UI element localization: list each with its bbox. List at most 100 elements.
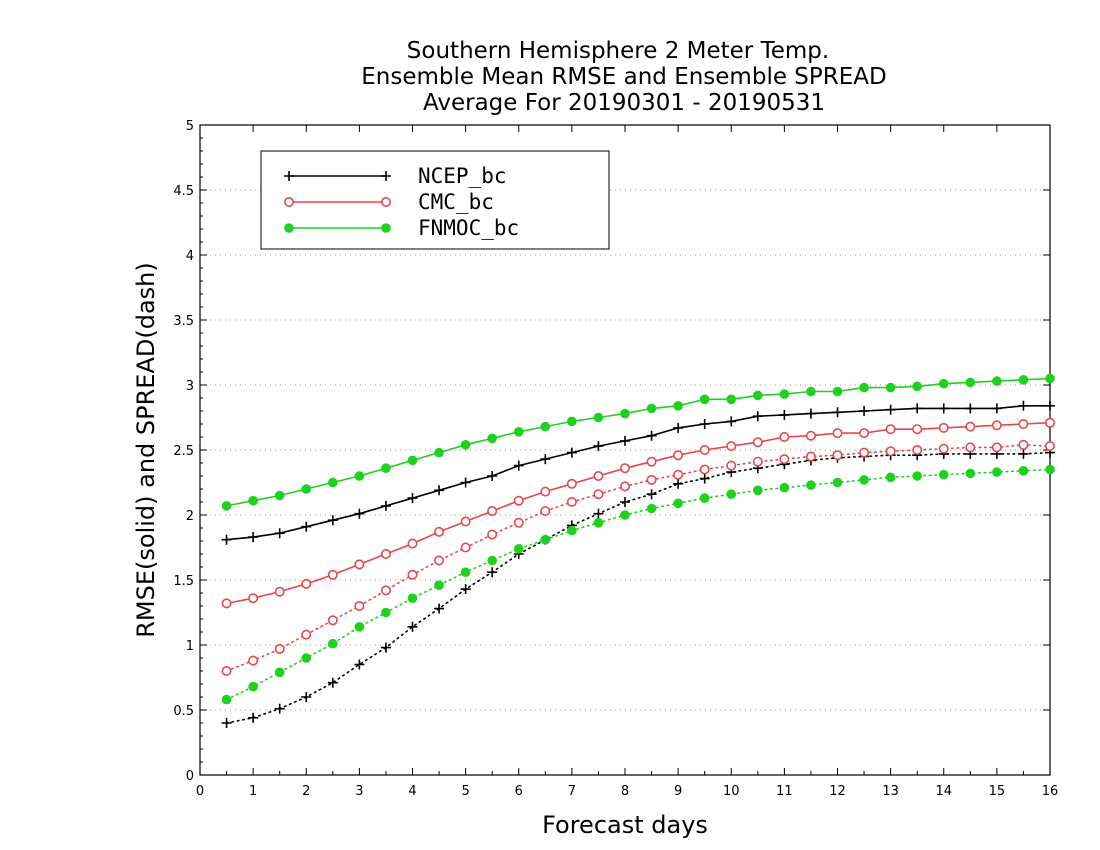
series-ncep-bc-rmse-point bbox=[699, 419, 710, 429]
series-cmc-bc-spread-point bbox=[593, 489, 604, 500]
series-ncep-bc-rmse-point bbox=[221, 534, 232, 545]
series-cmc-bc-rmse-point bbox=[434, 526, 445, 537]
series-fnmoc-bc-spread-point bbox=[301, 653, 312, 663]
series-fnmoc-bc-spread-point bbox=[540, 534, 551, 545]
series-fnmoc-bc-spread-point bbox=[248, 681, 258, 692]
series-fnmoc-bc-spread-point bbox=[885, 472, 896, 483]
x-tick-label-16: 16 bbox=[1042, 784, 1059, 799]
series-fnmoc-bc-spread-line bbox=[225, 468, 1051, 701]
series-fnmoc-bc-spread-point bbox=[806, 480, 816, 490]
series-fnmoc-bc-spread-point bbox=[620, 510, 630, 520]
y-tick-label-7: 3.5 bbox=[173, 314, 194, 329]
series-fnmoc-bc-spread-point bbox=[779, 482, 790, 493]
series-cmc-bc-rmse-point bbox=[1018, 418, 1029, 429]
series-cmc-bc bbox=[221, 417, 1056, 676]
series-cmc-bc-rmse-point bbox=[566, 478, 577, 489]
series-fnmoc-bc-spread-point bbox=[1045, 464, 1055, 475]
series-ncep-bc-rmse-point bbox=[460, 477, 471, 488]
series-fnmoc-bc-spread-point bbox=[912, 471, 922, 481]
series-fnmoc-bc-spread-point bbox=[487, 555, 497, 566]
series-fnmoc-bc-spread-point bbox=[328, 638, 338, 649]
series-cmc-bc-rmse-point bbox=[540, 486, 551, 497]
x-tick-label-8: 8 bbox=[621, 784, 629, 799]
legend-label-ncep-bc: NCEP_bc bbox=[418, 164, 507, 188]
series-cmc-bc-spread-point bbox=[487, 529, 498, 540]
series-ncep-bc-spread-point bbox=[301, 692, 312, 702]
series-fnmoc-bc-spread-point bbox=[221, 694, 232, 705]
series-fnmoc-bc-rmse-point bbox=[806, 386, 816, 397]
series-cmc-bc-spread-point bbox=[646, 474, 657, 485]
series-fnmoc-bc-rmse-point bbox=[620, 408, 630, 419]
series-cmc-bc-spread-point bbox=[832, 450, 843, 461]
y-tick-label-5: 2.5 bbox=[173, 444, 194, 459]
series-ncep-bc-spread-point bbox=[221, 718, 232, 728]
series-cmc-bc-rmse-point bbox=[1045, 417, 1056, 428]
series-cmc-bc-spread-point bbox=[805, 451, 816, 462]
series-ncep-bc-spread-point bbox=[354, 659, 365, 670]
series-fnmoc-bc-rmse-point bbox=[434, 447, 444, 458]
series-ncep-bc-spread-point bbox=[407, 621, 418, 632]
series-fnmoc-bc-rmse-point bbox=[779, 389, 790, 399]
series-ncep-bc-rmse-point bbox=[487, 471, 498, 481]
series-fnmoc-bc-spread-point bbox=[1018, 466, 1029, 476]
series-fnmoc-bc-spread-point bbox=[434, 580, 444, 590]
series-cmc-bc-spread-point bbox=[859, 447, 870, 458]
series-cmc-bc-rmse-point bbox=[832, 428, 843, 439]
series-cmc-bc-rmse-point bbox=[752, 437, 763, 448]
series-ncep-bc-spread-point bbox=[380, 642, 391, 653]
series-fnmoc-bc-spread-point bbox=[992, 467, 1002, 477]
series-fnmoc-bc-spread-point bbox=[593, 518, 604, 528]
series-cmc-bc-rmse-point bbox=[885, 424, 896, 435]
series-ncep-bc-spread-point bbox=[248, 712, 259, 723]
series-cmc-bc-rmse-point bbox=[619, 463, 630, 474]
legend-marker-fnmoc-bc-end bbox=[381, 223, 391, 233]
series-fnmoc-bc-rmse-point bbox=[513, 427, 524, 437]
series-cmc-bc-spread-point bbox=[726, 460, 737, 471]
series-cmc-bc-rmse-point bbox=[779, 431, 790, 442]
series-fnmoc-bc-spread-point bbox=[673, 498, 683, 509]
series-ncep-bc-rmse-point bbox=[1018, 400, 1029, 411]
series-cmc-bc-rmse-point bbox=[912, 424, 923, 435]
series-ncep-bc-rmse-point bbox=[938, 403, 949, 414]
series-cmc-bc-rmse-point bbox=[407, 538, 418, 549]
series-cmc-bc-rmse-point bbox=[460, 516, 471, 527]
series-fnmoc-bc-spread-point bbox=[567, 525, 577, 536]
y-tick-label-0: 0 bbox=[186, 769, 194, 784]
series-cmc-bc-rmse-point bbox=[248, 593, 259, 604]
series-ncep-bc-rmse-point bbox=[513, 460, 524, 471]
series-cmc-bc-rmse-point bbox=[593, 470, 604, 481]
x-tick-label-5: 5 bbox=[461, 784, 469, 799]
series-cmc-bc-rmse-point bbox=[805, 430, 816, 441]
series-fnmoc-bc-rmse-line bbox=[226, 377, 1051, 507]
series-ncep-bc-rmse-point bbox=[726, 416, 737, 427]
series-fnmoc-bc-rmse-point bbox=[753, 390, 763, 401]
series-fnmoc-bc-rmse-point bbox=[646, 403, 657, 414]
series-fnmoc-bc-spread-point bbox=[513, 544, 524, 554]
series-cmc-bc-spread-point bbox=[779, 454, 790, 465]
series-cmc-bc-rmse-point bbox=[673, 450, 684, 461]
series-fnmoc-bc-spread-point bbox=[460, 567, 471, 577]
series-cmc-bc-rmse-point bbox=[301, 578, 312, 589]
x-tick-label-13: 13 bbox=[882, 784, 899, 799]
series-fnmoc-bc-rmse-point bbox=[354, 471, 365, 481]
series-fnmoc-bc-rmse-point bbox=[859, 382, 869, 393]
y-tick-label-1: 0.5 bbox=[173, 704, 194, 719]
series-ncep-bc-rmse-point bbox=[673, 422, 684, 433]
series-fnmoc-bc-spread-point bbox=[699, 493, 710, 503]
series-ncep-bc-rmse-point bbox=[991, 403, 1002, 414]
series-ncep-bc-rmse-point bbox=[752, 411, 763, 422]
series-fnmoc-bc-rmse-point bbox=[1045, 373, 1055, 384]
x-tick-label-6: 6 bbox=[515, 784, 523, 799]
series-fnmoc-bc bbox=[221, 373, 1055, 705]
series-fnmoc-bc-rmse-point bbox=[699, 394, 710, 405]
x-tick-label-1: 1 bbox=[249, 784, 257, 799]
series-ncep-bc-rmse-point bbox=[832, 407, 843, 418]
series-cmc-bc-spread-point bbox=[380, 585, 391, 596]
legend-marker-cmc-bc-end bbox=[380, 197, 391, 208]
series-ncep-bc-rmse-point bbox=[779, 409, 790, 420]
series-ncep-bc-rmse-point bbox=[1045, 400, 1055, 411]
series-cmc-bc-spread-point bbox=[327, 615, 338, 626]
x-tick-label-15: 15 bbox=[989, 784, 1006, 799]
series-cmc-bc-spread-point bbox=[1018, 439, 1029, 450]
